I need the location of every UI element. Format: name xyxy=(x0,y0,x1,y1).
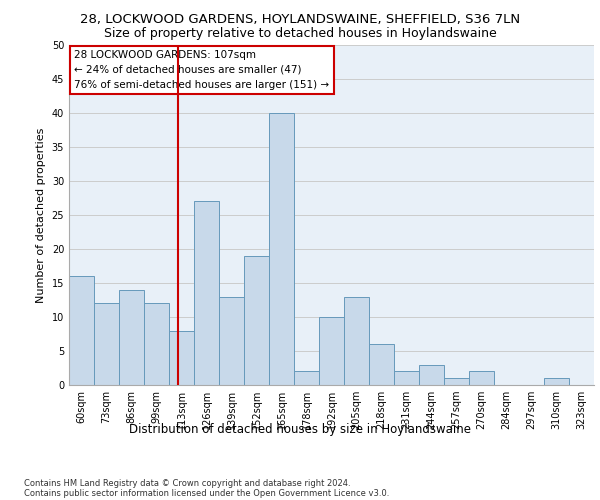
Bar xyxy=(219,296,244,385)
Bar xyxy=(469,372,494,385)
Text: Size of property relative to detached houses in Hoylandswaine: Size of property relative to detached ho… xyxy=(104,28,496,40)
Text: Contains public sector information licensed under the Open Government Licence v3: Contains public sector information licen… xyxy=(24,488,389,498)
Bar xyxy=(444,378,469,385)
Bar xyxy=(394,372,419,385)
Bar xyxy=(544,378,569,385)
Bar xyxy=(419,364,444,385)
Bar xyxy=(269,113,294,385)
Bar xyxy=(294,372,319,385)
Text: 28, LOCKWOOD GARDENS, HOYLANDSWAINE, SHEFFIELD, S36 7LN: 28, LOCKWOOD GARDENS, HOYLANDSWAINE, SHE… xyxy=(80,12,520,26)
Bar xyxy=(169,330,194,385)
Bar xyxy=(194,202,219,385)
Bar xyxy=(69,276,94,385)
Text: 28 LOCKWOOD GARDENS: 107sqm
← 24% of detached houses are smaller (47)
76% of sem: 28 LOCKWOOD GARDENS: 107sqm ← 24% of det… xyxy=(74,50,329,90)
Bar xyxy=(244,256,269,385)
Text: Contains HM Land Registry data © Crown copyright and database right 2024.: Contains HM Land Registry data © Crown c… xyxy=(24,478,350,488)
Bar xyxy=(144,304,169,385)
Bar xyxy=(369,344,394,385)
Bar xyxy=(119,290,144,385)
Y-axis label: Number of detached properties: Number of detached properties xyxy=(36,128,46,302)
Text: Distribution of detached houses by size in Hoylandswaine: Distribution of detached houses by size … xyxy=(129,422,471,436)
Bar xyxy=(94,304,119,385)
Bar xyxy=(344,296,369,385)
Bar xyxy=(319,317,344,385)
